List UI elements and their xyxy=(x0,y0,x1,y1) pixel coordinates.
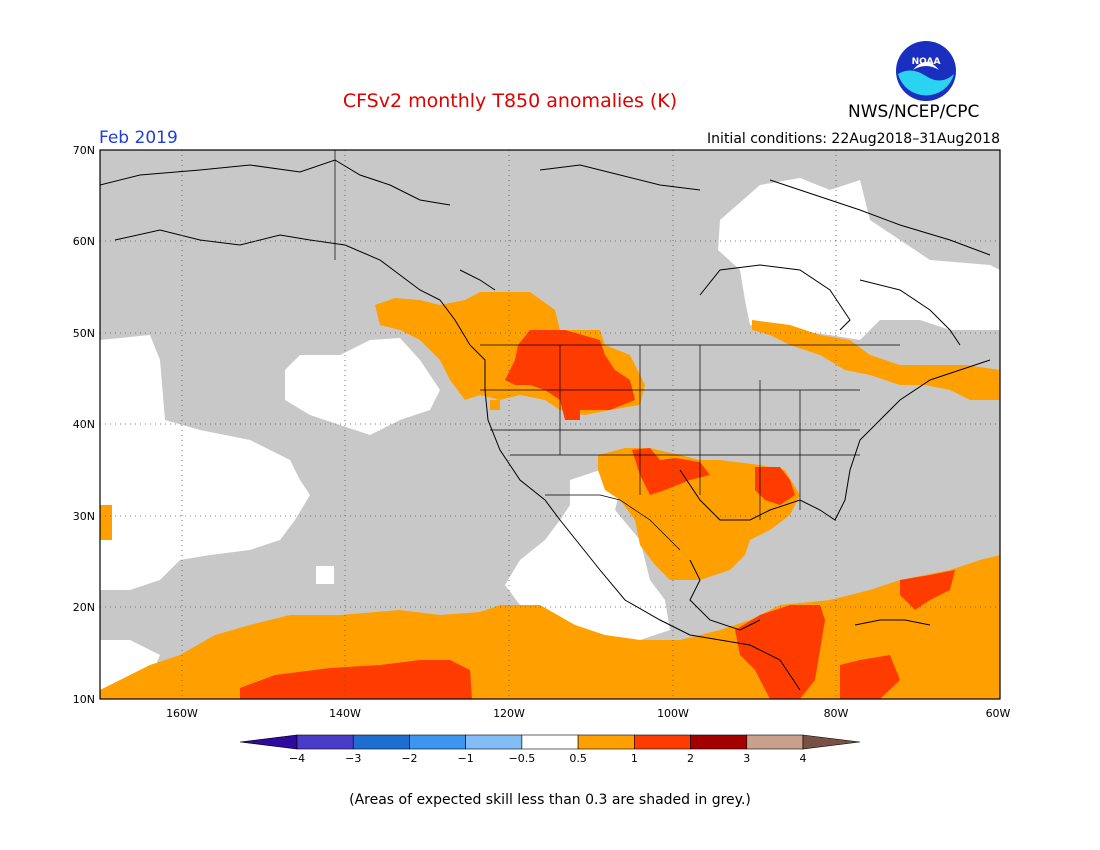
red-region-oklahoma xyxy=(632,448,710,495)
colorbar-bin xyxy=(746,734,804,750)
colorbar-bin xyxy=(690,734,748,750)
colorbar-bin xyxy=(577,734,635,750)
lon-label: 60W xyxy=(986,707,1011,720)
lat-label: 50N xyxy=(73,327,95,340)
colorbar-tick-label: 2 xyxy=(687,752,694,765)
lat-label: 60N xyxy=(73,235,95,248)
colorbar-tick-label: −0.5 xyxy=(509,752,536,765)
lon-axis: 160W 140W 120W 100W 80W 60W xyxy=(166,707,1010,720)
noaa-logo: NOAA xyxy=(896,41,956,101)
lat-axis: 70N 60N 50N 40N 30N 20N 10N xyxy=(73,144,95,706)
colorbar-bin xyxy=(465,734,523,750)
map-shading xyxy=(100,150,1000,699)
colorbar-bin xyxy=(239,734,298,750)
forecast-period: Feb 2019 xyxy=(99,128,178,148)
white-region-central-pacific xyxy=(100,335,310,590)
red-region-central-america xyxy=(735,605,825,699)
colorbar: −4 −3 −2 −1 −0.5 0.5 1 2 3 4 xyxy=(239,734,861,765)
lat-label: 10N xyxy=(73,693,95,706)
lat-label: 20N xyxy=(73,601,95,614)
colorbar-bin xyxy=(802,734,861,750)
lon-label: 120W xyxy=(493,707,525,720)
lon-label: 160W xyxy=(166,707,198,720)
lat-label: 40N xyxy=(73,418,95,431)
colorbar-tick-label: 4 xyxy=(800,752,807,765)
logo-text: NOAA xyxy=(912,57,941,67)
white-region-pacific-north xyxy=(285,338,440,435)
anomaly-map: 70N 60N 50N 40N 30N 20N 10N 160W 140W 12… xyxy=(73,144,1011,720)
colorbar-bin xyxy=(409,734,466,750)
white-region-quebec xyxy=(718,178,1000,340)
map-frame xyxy=(99,149,1001,700)
map-title: CFSv2 monthly T850 anomalies (K) xyxy=(342,90,678,112)
colorbar-tick-label: −2 xyxy=(401,752,417,765)
red-region-montana-wyoming xyxy=(505,330,635,420)
red-region-tropical-pacific xyxy=(240,660,472,699)
coastlines xyxy=(100,159,991,691)
lat-label: 70N xyxy=(73,144,95,157)
graticule xyxy=(100,150,1000,699)
colorbar-tick-label: 0.5 xyxy=(569,752,587,765)
lon-label: 140W xyxy=(329,707,361,720)
agency-label: NWS/NCEP/CPC xyxy=(848,102,980,122)
colorbar-bin xyxy=(634,734,691,750)
initial-conditions: Initial conditions: 22Aug2018–31Aug2018 xyxy=(707,131,1000,147)
colorbar-bin xyxy=(296,734,354,750)
political-borders xyxy=(334,150,900,551)
skill-footnote: (Areas of expected skill less than 0.3 a… xyxy=(349,792,751,808)
colorbar-tick-label: −4 xyxy=(289,752,305,765)
colorbar-bin xyxy=(521,734,579,750)
lat-label: 30N xyxy=(73,510,95,523)
lon-label: 80W xyxy=(824,707,849,720)
colorbar-tick-label: 1 xyxy=(631,752,638,765)
colorbar-bins xyxy=(239,734,861,750)
colorbar-labels: −4 −3 −2 −1 −0.5 0.5 1 2 3 4 xyxy=(289,752,807,765)
colorbar-tick-label: −1 xyxy=(458,752,474,765)
orange-region-northeast-coast xyxy=(752,320,1000,400)
lon-label: 100W xyxy=(657,707,689,720)
colorbar-tick-label: 3 xyxy=(743,752,750,765)
colorbar-tick-label: −3 xyxy=(345,752,361,765)
colorbar-bin xyxy=(352,734,410,750)
